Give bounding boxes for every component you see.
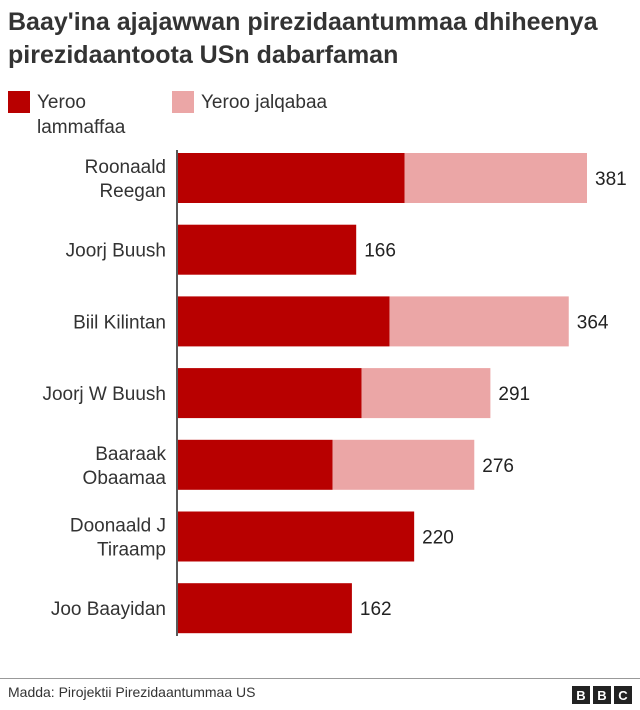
bar-second-term [178, 583, 352, 634]
bbc-logo-b2: B [593, 686, 611, 704]
legend-label: Yeroo jalqabaa [201, 92, 328, 113]
source-note: Madda: Pirojektii Pirezidaantummaa US [8, 684, 256, 700]
legend-item-first-term: Yeroo jalqabaa [172, 90, 327, 115]
bbc-logo: B B C [572, 686, 632, 704]
category-label: Roonaald Reegan [85, 157, 166, 202]
legend-label: Yeroo lammaffaa [37, 92, 126, 138]
bar-second-term [178, 439, 333, 490]
bar-first-term [404, 153, 587, 203]
category-label: Doonaald J Tiraamp [70, 516, 166, 561]
bar-first-term [332, 439, 475, 490]
bar-second-term [178, 296, 390, 347]
bbc-logo-b1: B [572, 686, 590, 704]
total-label: 162 [360, 599, 392, 620]
total-label: 291 [498, 384, 530, 405]
legend-swatch [8, 91, 30, 113]
total-label: 166 [364, 241, 396, 262]
category-label: Biil Kilintan [73, 312, 166, 333]
total-label: 276 [482, 456, 514, 477]
footer-divider [0, 678, 640, 679]
bar-second-term [178, 368, 362, 419]
category-label: Joo Baayidan [51, 599, 166, 620]
bbc-logo-c: C [614, 686, 632, 704]
bar-second-term [178, 153, 405, 203]
legend-swatch [172, 91, 194, 113]
bar-first-term [361, 368, 491, 419]
bar-second-term [178, 511, 415, 562]
category-label: Joorj Buush [66, 241, 166, 262]
total-label: 364 [577, 312, 609, 333]
total-label: 220 [422, 528, 454, 549]
bar-first-term [389, 296, 569, 347]
legend-item-second-term: Yeroo lammaffaa [8, 90, 158, 140]
category-label: Baaraak Obaamaa [83, 444, 167, 489]
bar-chart: 381 Roonaald Reegan 166 Joorj Buush 364 Biil K… [42, 150, 627, 636]
category-label: Joorj W Buush [42, 384, 166, 405]
total-label: 381 [595, 169, 627, 190]
bar-second-term [178, 224, 357, 275]
chart-title: Baay'ina ajajawwan pirezidaantummaa dhih… [8, 8, 598, 69]
